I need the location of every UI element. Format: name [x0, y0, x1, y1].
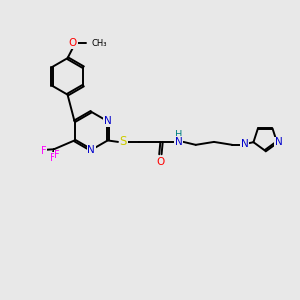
Text: O: O: [69, 38, 77, 48]
Text: N: N: [274, 137, 282, 147]
Text: CH₃: CH₃: [92, 39, 107, 48]
Text: S: S: [120, 135, 127, 148]
Text: F: F: [54, 150, 60, 160]
Text: O: O: [156, 157, 164, 167]
Text: H: H: [175, 130, 182, 140]
Text: F: F: [50, 152, 55, 163]
Text: N: N: [104, 116, 112, 126]
Text: N: N: [241, 139, 248, 149]
Text: F: F: [41, 146, 46, 156]
Text: N: N: [175, 137, 182, 147]
Text: N: N: [87, 145, 95, 155]
